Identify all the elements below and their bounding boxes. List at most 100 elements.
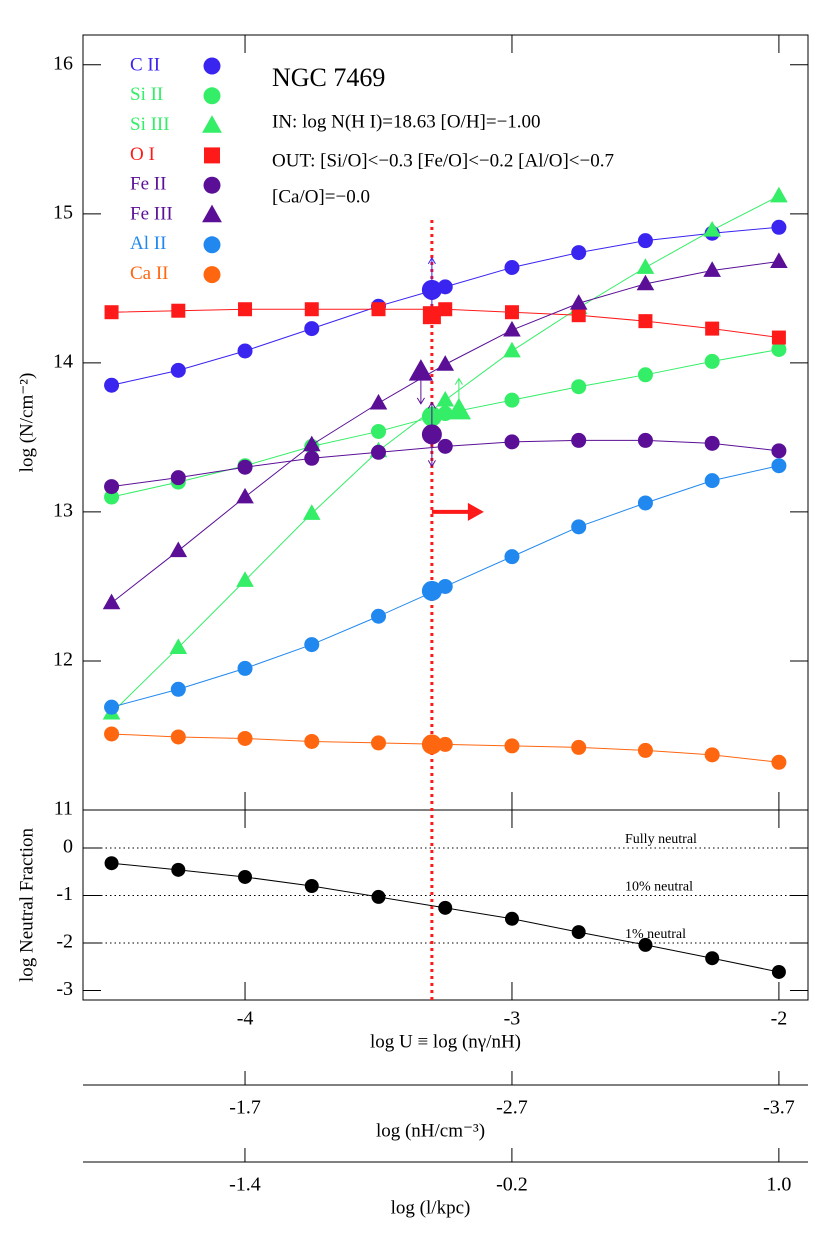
marker-triangle [169, 541, 188, 558]
marker-triangle [770, 252, 788, 268]
marker-circle [704, 747, 720, 763]
y-tick-label: 15 [53, 201, 73, 223]
marker-circle [421, 734, 442, 755]
secondary-x-tick-label: -1.4 [229, 1174, 261, 1196]
marker-circle [504, 392, 520, 408]
marker-circle [104, 489, 120, 505]
marker-circle [771, 964, 786, 979]
marker-circle [304, 637, 320, 653]
arrow-head [427, 256, 436, 265]
x-tick-label: -3 [504, 1008, 521, 1030]
marker-triangle [436, 390, 455, 407]
y-tick-label: 12 [53, 649, 73, 671]
marker-triangle [369, 393, 388, 410]
y-tick-label: 16 [53, 52, 73, 74]
secondary-x-tick-label: 1.0 [766, 1174, 791, 1196]
marker-triangle [446, 397, 471, 420]
marker-triangle [202, 115, 222, 133]
marker-circle [370, 608, 386, 624]
marker-triangle [770, 186, 788, 203]
y-tick-label: -2 [56, 931, 73, 953]
y-tick-label: 0 [63, 836, 73, 858]
marker-circle [438, 900, 453, 915]
secondary-x-tick-label: -1.7 [229, 1097, 261, 1119]
annotation: [Ca/O]=−0.0 [272, 186, 370, 207]
marker-triangle [302, 504, 321, 520]
marker-circle [203, 57, 221, 75]
secondary-x-tick-label: -0.2 [496, 1174, 528, 1196]
reference-label: Fully neutral [625, 832, 697, 847]
marker-square [438, 302, 453, 317]
marker-triangle [503, 320, 521, 337]
marker-circle [704, 473, 720, 489]
annotation: OUT: [Si/O]<−0.3 [Fe/O]<−0.2 [Al/O]<−0.7 [272, 150, 614, 171]
marker-circle [304, 733, 320, 749]
marker-circle [370, 423, 386, 439]
series-line [111, 348, 779, 498]
annotation: NGC 7469 [272, 63, 385, 92]
legend-label: Fe III [130, 203, 173, 224]
marker-circle [203, 176, 221, 194]
marker-circle [170, 362, 186, 378]
marker-circle [371, 889, 386, 904]
legend-label: O I [130, 144, 155, 165]
marker-triangle [703, 221, 721, 237]
arrow-head [427, 460, 436, 468]
secondary-axis-label: log (l/kpc) [391, 1197, 471, 1218]
marker-circle [237, 730, 253, 746]
arrow-head [427, 401, 436, 409]
arrow-head [416, 397, 425, 405]
marker-circle [771, 443, 787, 459]
u-limit-arrowhead [467, 502, 484, 521]
x-axis-label: log U ≡ log (nγ/nH) [370, 1031, 521, 1052]
y-tick-label: 13 [53, 500, 73, 522]
plot-frame [82, 809, 809, 1001]
marker-circle [571, 379, 587, 395]
marker-square [771, 330, 786, 345]
marker-triangle [408, 359, 433, 381]
legend-label: Al II [130, 233, 166, 254]
marker-circle [637, 495, 653, 511]
marker-circle [237, 343, 253, 359]
marker-square [104, 305, 119, 320]
marker-circle [170, 729, 186, 745]
marker-circle [638, 937, 653, 952]
marker-circle [637, 233, 653, 249]
marker-circle [705, 951, 720, 966]
marker-circle [504, 549, 520, 565]
marker-triangle [436, 355, 455, 371]
y-tick-label: -1 [56, 883, 73, 905]
marker-circle [771, 458, 787, 474]
marker-circle [637, 367, 653, 383]
legend-label: Si II [130, 84, 163, 105]
marker-circle [170, 681, 186, 697]
marker-circle [370, 444, 386, 460]
marker-circle [504, 738, 520, 754]
marker-triangle [703, 261, 721, 277]
legend-label: C II [130, 54, 160, 75]
marker-circle [771, 341, 787, 357]
marker-circle [771, 754, 787, 770]
marker-square [171, 303, 186, 318]
marker-circle [504, 260, 520, 275]
marker-circle [237, 660, 253, 676]
marker-square [371, 302, 386, 317]
marker-circle [370, 735, 386, 751]
marker-circle [571, 739, 587, 755]
marker-circle [771, 219, 787, 235]
marker-circle [571, 245, 587, 261]
marker-circle [170, 470, 186, 486]
marker-circle [238, 869, 253, 884]
marker-circle [437, 438, 453, 454]
annotation: IN: log N(H I)=18.63 [O/H]=−1.00 [272, 111, 541, 132]
marker-square [571, 308, 586, 323]
marker-circle [104, 479, 120, 495]
marker-triangle [636, 258, 655, 274]
marker-circle [637, 432, 653, 448]
marker-square [422, 306, 441, 325]
marker-circle [704, 435, 720, 451]
marker-triangle [503, 341, 521, 358]
